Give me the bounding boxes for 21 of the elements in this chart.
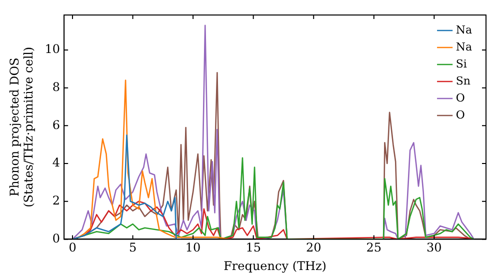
x-tick-label: 10 [185,240,201,255]
x-tick-label: 15 [246,240,261,255]
y-axis-title: Phonon projected DOS (States/THz·primitive cell) [7,46,36,208]
y-tick-label: 6 [52,118,60,132]
x-tick-label: 0 [68,240,76,255]
y-tick-label: 10 [44,42,60,56]
x-tick-label: 5 [128,240,137,255]
legend-label: Sn [456,74,470,88]
legend-label: O [456,91,465,104]
legend-label: Na [456,23,472,36]
x-tick-label: 25 [366,240,382,255]
y-tick-label: 8 [52,80,60,94]
x-tick-label: 30 [426,240,442,255]
x-tick-label: 20 [306,240,322,255]
legend-label: Si [456,57,468,70]
y-tick-label: 0 [52,231,60,246]
y-tick-label: 4 [52,156,60,170]
y-tick-label: 2 [52,193,60,208]
legend-label: Na [456,40,472,54]
legend-label: O [456,108,465,122]
x-axis-title: Frequency (THz) [224,258,326,273]
